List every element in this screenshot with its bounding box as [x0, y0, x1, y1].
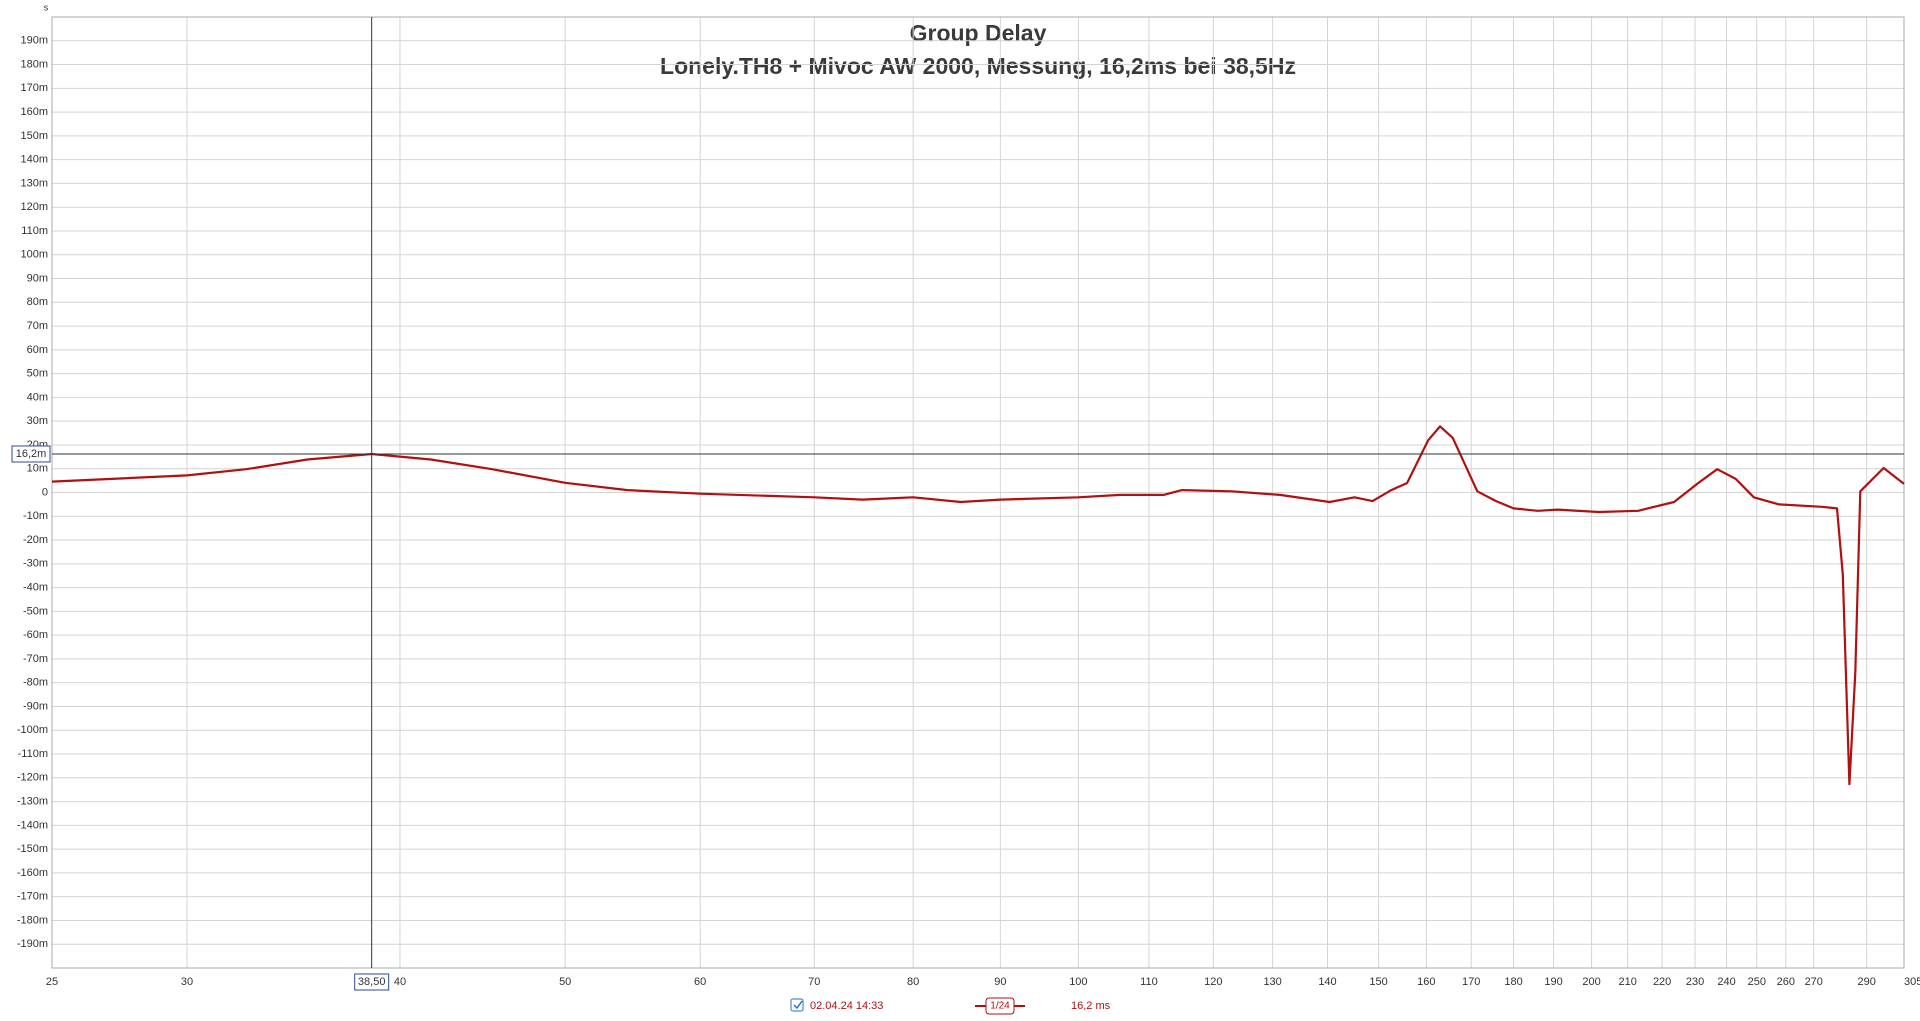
checkbox-tick	[793, 1000, 803, 1010]
x-tick-label: 70	[808, 976, 820, 988]
y-tick-label: 30m	[27, 415, 48, 427]
y-tick-label: 80m	[27, 296, 48, 308]
y-tick-label: -70m	[23, 653, 48, 665]
cursor-y-box	[11, 445, 51, 463]
x-tick-label: 160	[1417, 976, 1435, 988]
y-unit: s	[44, 2, 49, 12]
x-tick-label: 40	[394, 976, 406, 988]
x-tick-label: 110	[1140, 976, 1158, 988]
y-tick-label: -170m	[17, 891, 48, 903]
y-tick-label: 40m	[27, 391, 48, 403]
y-tick-label: -100m	[17, 724, 48, 736]
x-tick-label: 140	[1318, 976, 1336, 988]
y-tick-label: -20m	[23, 534, 48, 546]
y-tick-label: -110m	[18, 748, 48, 760]
y-tick-label: -130m	[17, 795, 48, 807]
y-tick-label: -160m	[17, 867, 48, 879]
x-tick-label: 90	[994, 976, 1006, 988]
x-tick-label: 290	[1857, 976, 1875, 988]
y-tick-label: -90m	[23, 700, 48, 712]
smoothing-box	[985, 997, 1015, 1015]
x-tick-label: 305Hz	[1904, 976, 1920, 988]
y-tick-label: -40m	[23, 582, 48, 594]
y-tick-label: -150m	[17, 843, 48, 855]
series-line	[51, 425, 1905, 786]
x-tick-label: 30	[181, 976, 193, 988]
x-tick-label: 80	[907, 976, 919, 988]
plot-frame	[51, 16, 1905, 969]
x-tick-label: 260	[1777, 976, 1795, 988]
y-tick-label: 70m	[27, 320, 48, 332]
y-tick-label: 150m	[20, 130, 48, 142]
y-tick-label: -190m	[17, 938, 48, 950]
y-tick-label: -30m	[23, 558, 48, 570]
y-tick-label: -180m	[17, 914, 48, 926]
chart-title: Group Delay	[910, 20, 1047, 46]
y-tick-label: 110m	[21, 225, 48, 237]
x-tick-label: 120	[1204, 976, 1222, 988]
y-tick-label: 50m	[27, 368, 48, 380]
x-tick-label: 100	[1069, 976, 1087, 988]
y-tick-label: 130m	[20, 177, 48, 189]
legend: 02.04.24 14:33 1/24 16,2 ms	[790, 997, 1111, 1015]
x-tick-label: 210	[1619, 976, 1637, 988]
x-tick-label: 60	[694, 976, 706, 988]
y-tick-label: 100m	[20, 249, 48, 261]
y-tick-label: -60m	[23, 629, 48, 641]
x-tick-label: 270	[1805, 976, 1823, 988]
grid	[51, 17, 1905, 968]
chart-subtitle: Lonely.TH8 + Mivoc AW 2000, Messung, 16,…	[660, 53, 1296, 79]
y-tick-label: 10m	[27, 463, 48, 475]
cursor-x-box	[354, 973, 390, 991]
x-tick-label: 190	[1544, 976, 1562, 988]
x-tick-label: 230	[1686, 976, 1704, 988]
y-tick-label: -120m	[17, 772, 48, 784]
y-tick-label: 160m	[20, 106, 48, 118]
legend-label: 02.04.24 14:33	[810, 1000, 883, 1012]
y-tick-label: 120m	[20, 201, 48, 213]
x-tick-label: 50	[559, 976, 571, 988]
x-tick-label: 130	[1263, 976, 1281, 988]
y-tick-label: 190m	[20, 35, 48, 47]
y-tick-label: 0	[42, 486, 48, 498]
smoothing-label: 1/24	[990, 1001, 1010, 1012]
y-tick-label: 170m	[20, 82, 48, 94]
legend-value: 16,2 ms	[1071, 1000, 1111, 1012]
y-tick-label: -10m	[23, 510, 48, 522]
x-tick-label: 170	[1462, 976, 1480, 988]
x-tick-label: 240	[1717, 976, 1735, 988]
y-tick-label: 180m	[20, 58, 48, 70]
x-tick-label: 220	[1653, 976, 1671, 988]
x-tick-label: 200	[1582, 976, 1600, 988]
y-tick-label: -50m	[23, 605, 48, 617]
x-tick-label: 150	[1369, 976, 1387, 988]
legend-checkbox[interactable]	[790, 998, 804, 1012]
x-tick-label: 250	[1748, 976, 1766, 988]
x-tick-label: 180	[1504, 976, 1522, 988]
x-tick-label: 25	[46, 976, 58, 988]
y-tick-label: 140m	[20, 154, 48, 166]
y-tick-label: 60m	[27, 344, 48, 356]
cursor-x-label: 38,50	[358, 976, 386, 988]
y-tick-label: -80m	[23, 677, 48, 689]
cursor-y-label: 16,2m	[16, 448, 47, 460]
y-tick-label: 90m	[27, 272, 48, 284]
y-tick-label: -140m	[17, 819, 48, 831]
